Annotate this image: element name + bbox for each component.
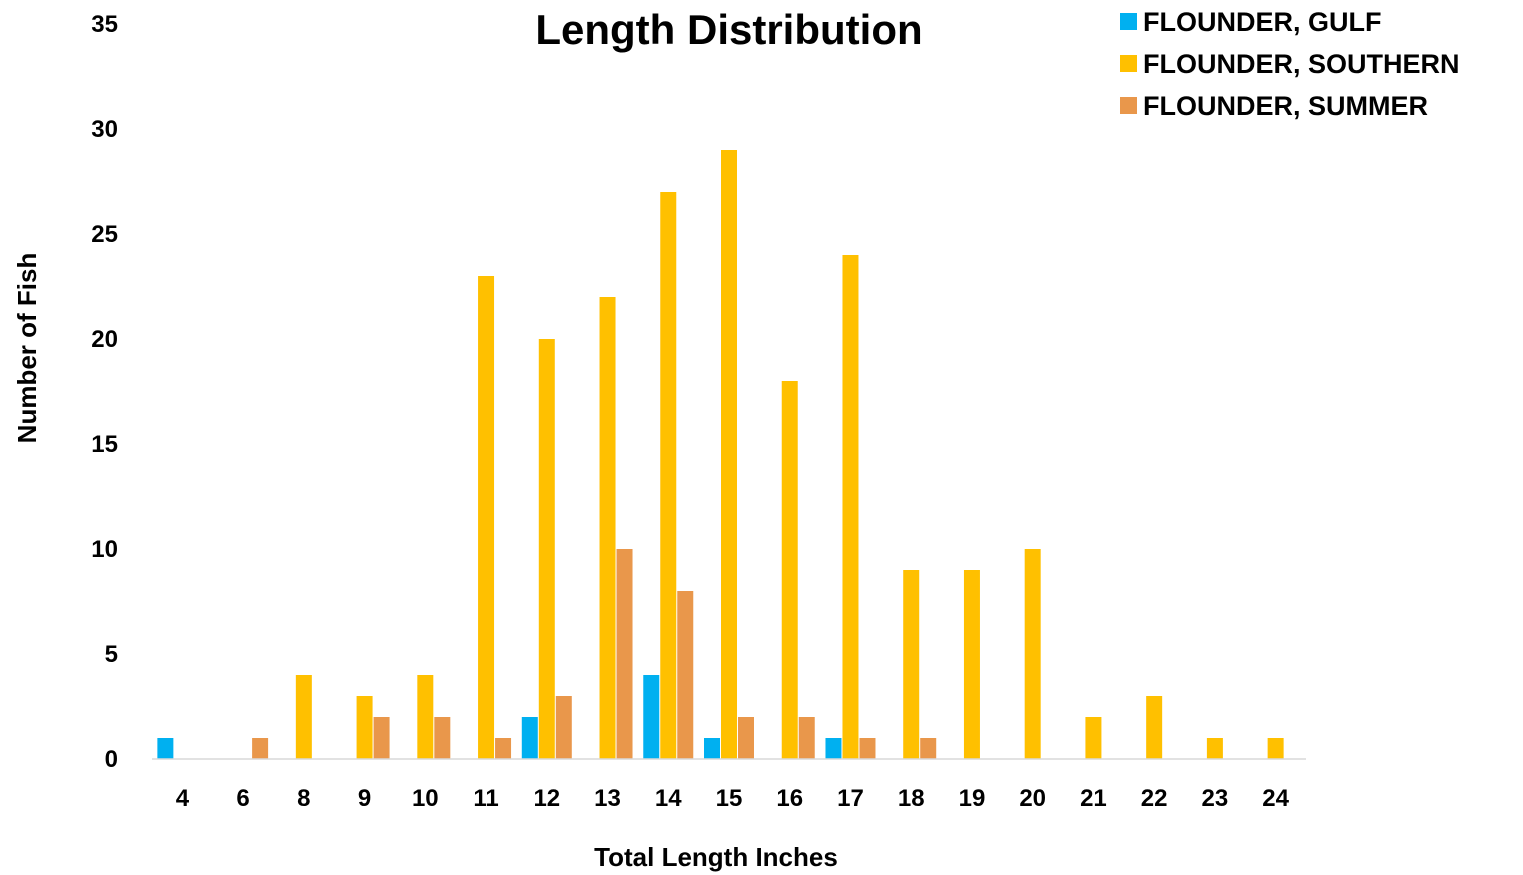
bar: [522, 717, 538, 759]
x-tick-label: 14: [655, 785, 682, 812]
y-tick-label: 20: [91, 326, 118, 353]
bar: [1085, 717, 1101, 759]
bar: [660, 192, 676, 759]
bar: [600, 297, 616, 759]
x-tick-label: 23: [1202, 785, 1229, 812]
x-tick-label: 4: [176, 785, 190, 812]
series-2-bars: [296, 150, 1284, 759]
bar: [556, 696, 572, 759]
bar: [617, 549, 633, 759]
bar: [903, 570, 919, 759]
bar: [1207, 738, 1223, 759]
bar: [157, 738, 173, 759]
legend-entry-label: FLOUNDER, SOUTHERN: [1143, 49, 1460, 79]
y-tick-label: 30: [91, 116, 118, 143]
legend-entry-label: FLOUNDER, SUMMER: [1143, 91, 1428, 121]
bar: [357, 696, 373, 759]
x-tick-label: 13: [594, 785, 621, 812]
y-tick-label: 35: [91, 11, 118, 38]
bar: [374, 717, 390, 759]
y-axis-label: Number of Fish: [12, 253, 42, 444]
x-tick-labels: 4 6 8 9 10 11 12 13 14 15 16 17 18 19 20 21 22 23 24: [176, 785, 1290, 812]
x-tick-label: 8: [297, 785, 310, 812]
bar: [859, 738, 875, 759]
bar: [434, 717, 450, 759]
bar: [920, 738, 936, 759]
bar: [799, 717, 815, 759]
x-tick-label: 21: [1080, 785, 1107, 812]
y-tick-labels: 0 5 10 15 20 25 30 35: [91, 11, 118, 773]
bar: [1268, 738, 1284, 759]
bar: [721, 150, 737, 759]
x-tick-label: 22: [1141, 785, 1168, 812]
x-tick-label: 16: [776, 785, 803, 812]
bar: [842, 255, 858, 759]
bar: [478, 276, 494, 759]
bar: [825, 738, 841, 759]
bar-series-group: [157, 150, 1283, 759]
y-tick-label: 10: [91, 536, 118, 563]
bar: [296, 675, 312, 759]
bar: [738, 717, 754, 759]
bar: [1025, 549, 1041, 759]
legend-swatch: [1120, 97, 1137, 114]
y-tick-label: 25: [91, 221, 118, 248]
x-tick-label: 12: [533, 785, 560, 812]
y-tick-label: 5: [105, 641, 118, 668]
x-axis-label: Total Length Inches: [594, 842, 838, 872]
bar: [495, 738, 511, 759]
bar: [964, 570, 980, 759]
bar: [1146, 696, 1162, 759]
x-tick-label: 15: [716, 785, 743, 812]
x-tick-label: 20: [1019, 785, 1046, 812]
legend-entry-label: FLOUNDER, GULF: [1143, 7, 1381, 37]
x-tick-label: 17: [837, 785, 864, 812]
bar: [782, 381, 798, 759]
x-tick-label: 10: [412, 785, 439, 812]
x-tick-label: 11: [473, 785, 498, 812]
legend-swatch: [1120, 13, 1137, 30]
bar: [539, 339, 555, 759]
bar: [252, 738, 268, 759]
series-3-bars: [252, 549, 936, 759]
legend: FLOUNDER, GULF FLOUNDER, SOUTHERN FLOUNDER…: [1120, 7, 1460, 121]
x-tick-label: 24: [1262, 785, 1289, 812]
x-tick-label: 9: [358, 785, 371, 812]
bar: [417, 675, 433, 759]
legend-swatch: [1120, 55, 1137, 72]
x-tick-label: 6: [236, 785, 249, 812]
x-tick-label: 18: [898, 785, 925, 812]
bar: [704, 738, 720, 759]
y-tick-label: 15: [91, 431, 118, 458]
x-tick-label: 19: [959, 785, 986, 812]
bar: [677, 591, 693, 759]
bar: [643, 675, 659, 759]
chart-title: Length Distribution: [535, 6, 922, 53]
y-tick-label: 0: [105, 746, 118, 773]
